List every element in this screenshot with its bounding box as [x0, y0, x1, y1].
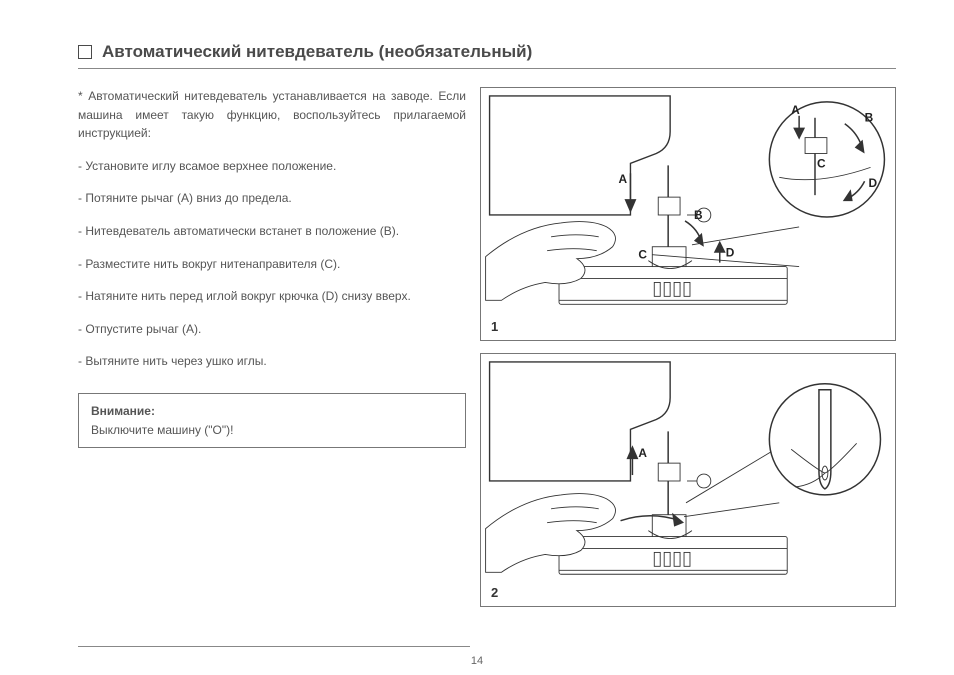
footer-rule — [78, 646, 470, 647]
label-a: A — [619, 172, 628, 186]
diagram-1-svg: A B C D — [481, 88, 895, 340]
inset-label-d: D — [869, 176, 878, 190]
inset-label-b: B — [865, 111, 874, 125]
intro-text: * Автоматический нитевдеватель устанавли… — [78, 87, 466, 143]
figure-1: A B C D — [480, 87, 896, 341]
inset-label-a: A — [791, 103, 800, 117]
figure-number-2: 2 — [491, 585, 498, 600]
label-b: B — [694, 208, 703, 222]
diagram-2-svg: A — [481, 354, 895, 606]
left-column: * Автоматический нитевдеватель устанавли… — [78, 87, 466, 607]
step: - Натяните нить перед иглой вокруг крючк… — [78, 287, 466, 306]
figure-2: A — [480, 353, 896, 607]
label-d: D — [726, 246, 735, 260]
page: Автоматический нитевдеватель (необязател… — [0, 0, 954, 675]
step: - Отпустите рычаг (А). — [78, 320, 466, 339]
step: - Установите иглу всамое верхнее положен… — [78, 157, 466, 176]
checkbox-icon — [78, 45, 92, 59]
step: - Потяните рычаг (А) вниз до предела. — [78, 189, 466, 208]
label-a-2: A — [638, 446, 647, 460]
page-title: Автоматический нитевдеватель (необязател… — [102, 42, 532, 62]
step: - Разместите нить вокруг нитенаправителя… — [78, 255, 466, 274]
figure-number-1: 1 — [491, 319, 498, 334]
page-number: 14 — [471, 655, 483, 667]
warning-box: Внимание: Выключите машину ("O")! — [78, 393, 466, 448]
content: * Автоматический нитевдеватель устанавли… — [78, 87, 896, 607]
title-row: Автоматический нитевдеватель (необязател… — [78, 42, 896, 69]
step: - Вытяните нить через ушко иглы. — [78, 352, 466, 371]
right-column: A B C D — [480, 87, 896, 607]
inset-label-c: C — [817, 156, 826, 170]
label-c: C — [638, 248, 647, 262]
warning-text: Выключите машину ("O")! — [91, 423, 233, 437]
warning-label: Внимание: — [91, 404, 155, 418]
step: - Нитевдеватель автоматически встанет в … — [78, 222, 466, 241]
